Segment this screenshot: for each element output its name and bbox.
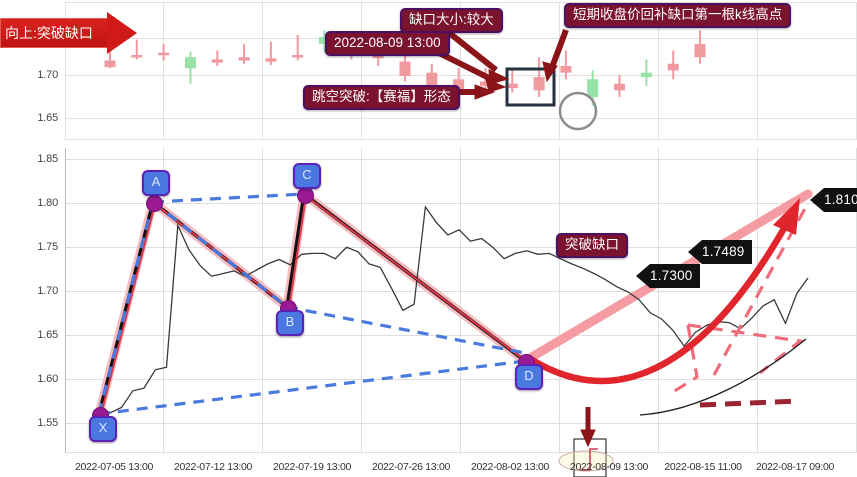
price-badge-value-3: 1.8100 xyxy=(824,188,857,212)
main-xtick-7: 2022-08-17 09:00 xyxy=(755,461,835,473)
retracement-dashed-lines xyxy=(97,192,526,416)
breakout-gap-arrow xyxy=(580,407,596,448)
annotation-gap-date: 2022-08-09 13:00 xyxy=(325,31,450,56)
main-xtick-0: 2022-07-05 13:00 xyxy=(74,461,154,473)
main-xtick-6: 2022-08-15 11:00 xyxy=(664,461,742,473)
pattern-node-c xyxy=(297,187,314,204)
annotation-breakout-gap: 突破缺口 xyxy=(556,233,628,258)
main-xtick-4: 2022-08-02 13:00 xyxy=(470,461,550,473)
annotation-short-term-fill: 短期收盘价回补缺口第一根k线高点 xyxy=(564,3,792,28)
main-ytick-2: 1.75 xyxy=(37,241,58,253)
main-pattern-panel: 1.85 1.80 1.75 1.70 1.65 1.60 1.55 2022-… xyxy=(0,143,857,477)
top-gap-panel: 1.70 1.65 向上:突破缺口 缺口大小:较大 2022-08-09 13:… xyxy=(0,0,857,140)
banner-body xyxy=(0,18,108,48)
main-ytick-0: 1.85 xyxy=(37,153,58,165)
main-panel-svg xyxy=(65,148,857,477)
main-ytick-6: 1.55 xyxy=(37,417,58,429)
breakout-gap-candle xyxy=(580,448,598,471)
top-panel-svg xyxy=(65,2,857,140)
pattern-chip-d[interactable]: D xyxy=(515,364,543,390)
main-xtick-1: 2022-07-12 13:00 xyxy=(173,461,253,473)
price-badge-value-2: 1.7489 xyxy=(702,240,752,264)
pattern-chip-b[interactable]: B xyxy=(276,310,304,336)
pattern-chip-c[interactable]: C xyxy=(293,163,321,189)
fill-circle-marker xyxy=(558,91,598,131)
annotation-gap-break-pattern: 跳空突破:【赛福】形态 xyxy=(303,85,460,110)
pattern-node-a xyxy=(146,195,163,212)
forecast-thin-arc xyxy=(639,338,807,416)
banner-label: 向上:突破缺口 xyxy=(5,25,93,41)
annotation-gap-size: 缺口大小:较大 xyxy=(400,8,503,33)
price-badge-arrow-icon-3 xyxy=(810,188,824,212)
main-ytick-4: 1.65 xyxy=(37,329,58,341)
price-badge-1: 1.7300 xyxy=(623,260,703,292)
pattern-chip-a[interactable]: A xyxy=(142,170,170,196)
bullish-forecast-arrow xyxy=(525,221,790,385)
price-badge-arrow-icon-2 xyxy=(688,240,702,264)
price-badge-value-1: 1.7300 xyxy=(650,264,700,288)
resistance-dashed-darkred xyxy=(699,398,801,408)
gap-highlight-box xyxy=(505,67,556,107)
pattern-chip-x[interactable]: X xyxy=(89,416,117,442)
price-badge-2: 1.7489 xyxy=(675,236,755,268)
top-ytick-1: 1.65 xyxy=(37,112,58,124)
main-ytick-3: 1.70 xyxy=(37,285,58,297)
pattern-channel-band xyxy=(94,189,530,419)
main-xtick-2: 2022-07-19 13:00 xyxy=(272,461,352,473)
breakout-gap-ellipse xyxy=(558,450,614,472)
main-xtick-3: 2022-07-26 13:00 xyxy=(371,461,451,473)
price-badge-arrow-icon-1 xyxy=(636,264,650,288)
bullish-forecast-arrowhead xyxy=(773,198,800,235)
top-ytick-0: 1.70 xyxy=(37,69,58,81)
banner-arrow-icon xyxy=(107,12,137,54)
main-xtick-5: 2022-08-09 13:00 xyxy=(569,461,649,473)
price-line xyxy=(98,205,809,414)
main-ytick-5: 1.60 xyxy=(37,373,58,385)
price-badge-3: 1.8100 xyxy=(797,184,857,216)
top-gridlines xyxy=(65,2,857,140)
main-ytick-1: 1.80 xyxy=(37,197,58,209)
